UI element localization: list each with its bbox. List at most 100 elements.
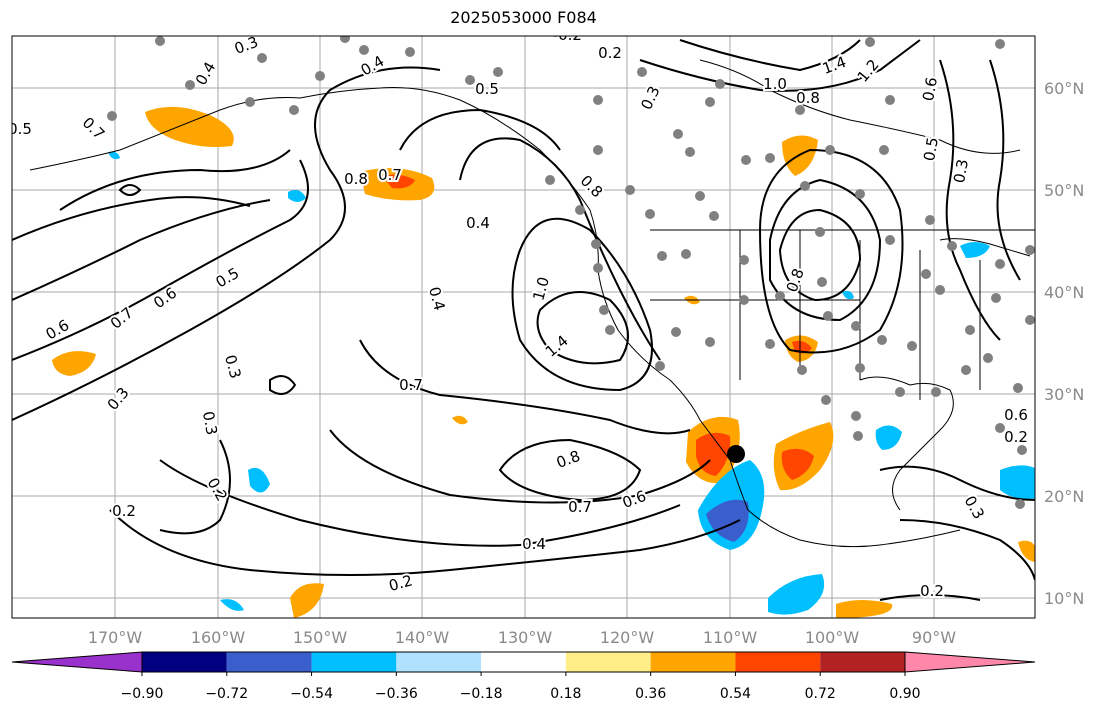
contour-label: 0.8: [783, 266, 808, 295]
colorbar-swatch: [226, 652, 312, 672]
graticule: [12, 36, 1035, 618]
colorbar-tick-label: 0.54: [720, 686, 751, 702]
contour-label: 0.6: [1004, 406, 1028, 424]
orange-patch: [1018, 540, 1035, 562]
contour-label: 0.2: [598, 44, 622, 62]
contour-label: 1.4: [820, 53, 849, 78]
contour-label: 0.7: [79, 114, 109, 144]
colorbar-tick-label: −0.72: [205, 686, 248, 702]
lat-label: 60°N: [1044, 79, 1084, 98]
colorbar-tick-label: 0.90: [889, 686, 920, 702]
contour-label: 0.8: [796, 89, 820, 107]
location-marker: [727, 445, 745, 463]
contour-label: 0.7: [378, 166, 402, 184]
contour-label: 0.2: [1004, 428, 1028, 446]
orange-patch: [52, 351, 96, 376]
contour-label: 0.3: [232, 33, 261, 58]
contour-label: 0.7: [399, 376, 423, 394]
lightblue-patch: [248, 467, 270, 493]
contour-label: 0.3: [961, 493, 989, 523]
contour-label: 0.5: [8, 120, 32, 138]
colorbar-frame: [141, 651, 906, 673]
contour-label: 0.6: [43, 316, 73, 344]
colorbar-swatch: [396, 652, 482, 672]
colorbar-swatch: [820, 652, 905, 672]
colorbar-swatch: [311, 652, 397, 672]
contour-label: 0.3: [104, 384, 133, 414]
lat-label: 20°N: [1044, 487, 1084, 506]
lightblue-patch: [1000, 465, 1035, 500]
contour-label: 0.8: [554, 447, 583, 472]
colorbar-swatch: [142, 652, 227, 672]
lon-label: 130°W: [498, 628, 553, 647]
colorbar-tick-label: −0.54: [290, 686, 333, 702]
contour-label: 0.4: [522, 535, 546, 553]
contour-label: 0.3: [199, 410, 221, 437]
station-markers: [107, 36, 1035, 509]
orange-patch: [836, 600, 893, 618]
contour-label: 0.2: [112, 502, 136, 520]
lon-label: 150°W: [293, 628, 348, 647]
contour-label: 0.3: [221, 353, 245, 381]
lightblue-patch: [842, 290, 854, 300]
contour-label: 0.7: [107, 304, 137, 333]
colorbar-swatch: [565, 652, 651, 672]
colorbar-tick-label: 0.72: [805, 686, 836, 702]
red-patch: [382, 174, 415, 189]
lon-label: 120°W: [600, 628, 655, 647]
orange-patch: [290, 583, 324, 618]
lat-label: 30°N: [1044, 385, 1084, 404]
latitude-labels: 60°N 50°N 40°N 30°N 20°N 10°N: [1044, 79, 1084, 608]
lightblue-patch: [960, 242, 990, 258]
lightblue-patch: [288, 190, 306, 202]
contour-label: 0.5: [213, 264, 243, 292]
lat-label: 50°N: [1044, 181, 1084, 200]
contour-label: 1.0: [529, 275, 553, 303]
contour-label: 0.4: [192, 59, 220, 89]
colorbar-tick-label: 0.36: [635, 686, 666, 702]
contour-label: 0.3: [950, 158, 972, 185]
contour-label: 0.5: [920, 136, 942, 163]
lon-label: 110°W: [703, 628, 758, 647]
blue-patch: [706, 499, 749, 542]
contour-label: 1.2: [854, 56, 883, 86]
colorbar-swatch: [481, 652, 566, 672]
contour-label: 0.2: [600, 44, 624, 62]
lat-label: 10°N: [1044, 589, 1084, 608]
lightblue-patch: [108, 151, 120, 160]
contour-label: 0.4: [466, 214, 490, 232]
contour-label: 0.2: [920, 582, 944, 600]
lon-label: 90°W: [912, 628, 956, 647]
colorbar: [11, 651, 1036, 673]
plot-frame: [11, 35, 1036, 619]
orange-patch: [145, 106, 234, 147]
contour-label: 1.4: [542, 332, 572, 361]
longitude-labels: 170°W 160°W 150°W 140°W 130°W 120°W 110°…: [88, 628, 956, 647]
colorbar-extend-high: [904, 651, 1036, 673]
lon-label: 160°W: [191, 628, 246, 647]
colorbar-tick-label: 0.18: [550, 686, 581, 702]
contour-label: 0.5: [475, 80, 499, 98]
lightblue-patch: [220, 599, 244, 611]
contour-label: 0.7: [568, 498, 592, 516]
contour-lines: [12, 39, 1035, 601]
lightblue-patch: [768, 574, 825, 615]
colorbar-swatch: [735, 652, 821, 672]
lon-label: 140°W: [395, 628, 450, 647]
colorbar-ticks: −0.90 −0.72 −0.54 −0.36 −0.18 0.18 0.36 0.54 0.7…: [121, 672, 921, 702]
contour-label: 0.6: [919, 76, 941, 103]
red-patch: [781, 448, 814, 480]
lon-label: 100°W: [805, 628, 860, 647]
contour-label: 0.6: [150, 284, 180, 312]
lightblue-patch: [875, 425, 902, 450]
contour-label: 0.2: [558, 26, 582, 44]
colorbar-extend-low: [11, 651, 143, 673]
colorbar-swatch: [650, 652, 736, 672]
lat-label: 40°N: [1044, 283, 1084, 302]
orange-patch: [452, 415, 468, 425]
map-title: 2025053000 F084: [450, 8, 597, 27]
colorbar-tick-label: −0.18: [460, 686, 503, 702]
contour-label: 0.4: [425, 285, 449, 313]
contour-label: 0.8: [344, 170, 368, 188]
